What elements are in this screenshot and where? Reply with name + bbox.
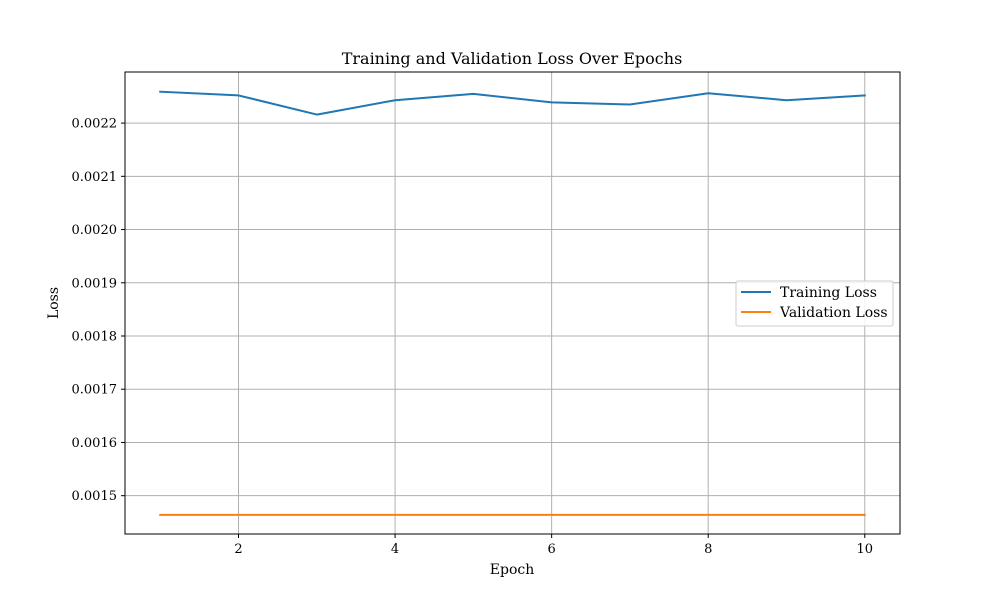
legend-label-training-loss: Training Loss (780, 285, 877, 301)
legend-label-validation-loss: Validation Loss (779, 305, 888, 321)
y-tick-label: 0.0017 (72, 383, 118, 398)
x-tick-label: 10 (856, 542, 873, 557)
plot-area-frame (124, 71, 901, 535)
x-tick-label: 6 (548, 542, 556, 557)
y-axis-label: Loss (46, 287, 62, 319)
y-tick-label: 0.0015 (72, 489, 118, 504)
y-tick-label: 0.0021 (72, 170, 118, 185)
x-axis-label: Epoch (490, 562, 534, 578)
y-tick-label: 0.0020 (72, 223, 118, 238)
y-tick-label: 0.0022 (72, 117, 118, 132)
y-tick-label: 0.0016 (72, 436, 118, 451)
y-tick-label: 0.0019 (72, 276, 118, 291)
x-tick-label: 2 (234, 542, 242, 557)
series-line-training-loss (159, 90, 866, 116)
series-lines (159, 90, 866, 516)
chart-title: Training and Validation Loss Over Epochs (342, 49, 683, 68)
y-tick-label: 0.0018 (72, 330, 118, 345)
y-axis-ticks: 0.0015 0.0016 0.0017 0.0018 0.0019 0.0020 0.00… (72, 117, 125, 504)
legend: Training Loss Validation Loss (735, 280, 894, 327)
x-axis-ticks: 2 4 6 8 10 (234, 534, 873, 557)
legend-frame (735, 280, 894, 327)
x-tick-label: 8 (704, 542, 712, 557)
x-tick-label: 4 (391, 542, 399, 557)
